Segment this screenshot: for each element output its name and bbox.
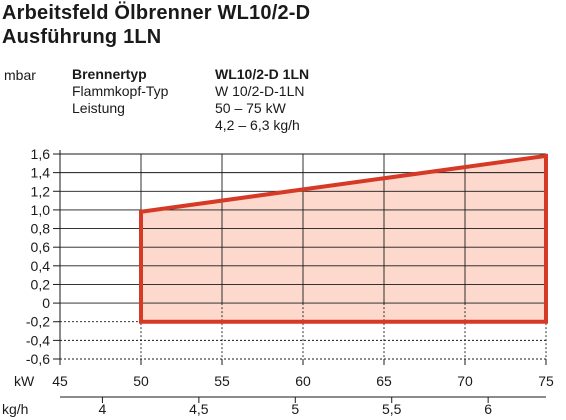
- work-field-outline: [139, 153, 548, 324]
- power-value: 50 – 75 kW: [215, 100, 286, 116]
- y-tick-label: 1,4: [31, 165, 51, 181]
- x-tick-label: 75: [538, 373, 554, 389]
- y-tick-label: 1,6: [31, 146, 51, 162]
- x-tick-label: 55: [214, 373, 230, 389]
- y-tick-label: 0,4: [31, 258, 51, 274]
- chart-subtitle: Ausführung 1LN: [2, 26, 162, 48]
- y-tick-label: -0,2: [26, 314, 50, 330]
- x-tick-label: 65: [376, 373, 392, 389]
- x2-tick-label: 6: [484, 401, 492, 417]
- y-tick-label: 0,2: [31, 276, 51, 292]
- y-tick-label: 1,0: [31, 202, 51, 218]
- burner-type-value: WL10/2-D 1LN: [215, 66, 310, 82]
- x2-tick-label: 5,5: [382, 401, 402, 417]
- info-values: WL10/2-D 1LN W 10/2-D-1LN 50 – 75 kW 4,2…: [215, 66, 309, 134]
- x2-tick-label: 4: [99, 401, 107, 417]
- x2-tick-label: 4,5: [189, 401, 209, 417]
- y-tick-label: 0,8: [31, 221, 51, 237]
- x2-tick-label: 5: [291, 401, 299, 417]
- y-tick-label: -0,6: [26, 351, 50, 367]
- flame-head-type-value: W 10/2-D-1LN: [215, 83, 305, 99]
- y-tick-label: -0,4: [26, 332, 50, 348]
- x-tick-label: 70: [457, 373, 473, 389]
- y-tick-label: 1,2: [31, 183, 51, 199]
- work-field-area: [141, 155, 546, 322]
- x2-axis-label: kg/h: [2, 401, 28, 417]
- y-tick-label: 0: [42, 295, 50, 311]
- chart-title: Arbeitsfeld Ölbrenner WL10/2-D: [2, 2, 311, 24]
- flame-head-type-label: Flammkopf-Typ: [72, 83, 169, 99]
- x-tick-label: 60: [295, 373, 311, 389]
- fuel-rate-value: 4,2 – 6,3 kg/h: [215, 117, 300, 133]
- info-labels: Brennertyp Flammkopf-Typ Leistung: [72, 66, 168, 117]
- burner-type-label: Brennertyp: [72, 66, 147, 82]
- power-label: Leistung: [72, 100, 125, 116]
- y-axis-label: mbar: [4, 67, 36, 83]
- x-tick-label: 50: [133, 373, 149, 389]
- y-tick-label: 0,6: [31, 239, 51, 255]
- x-tick-label: 45: [52, 373, 68, 389]
- x-axis-label: kW: [14, 373, 35, 389]
